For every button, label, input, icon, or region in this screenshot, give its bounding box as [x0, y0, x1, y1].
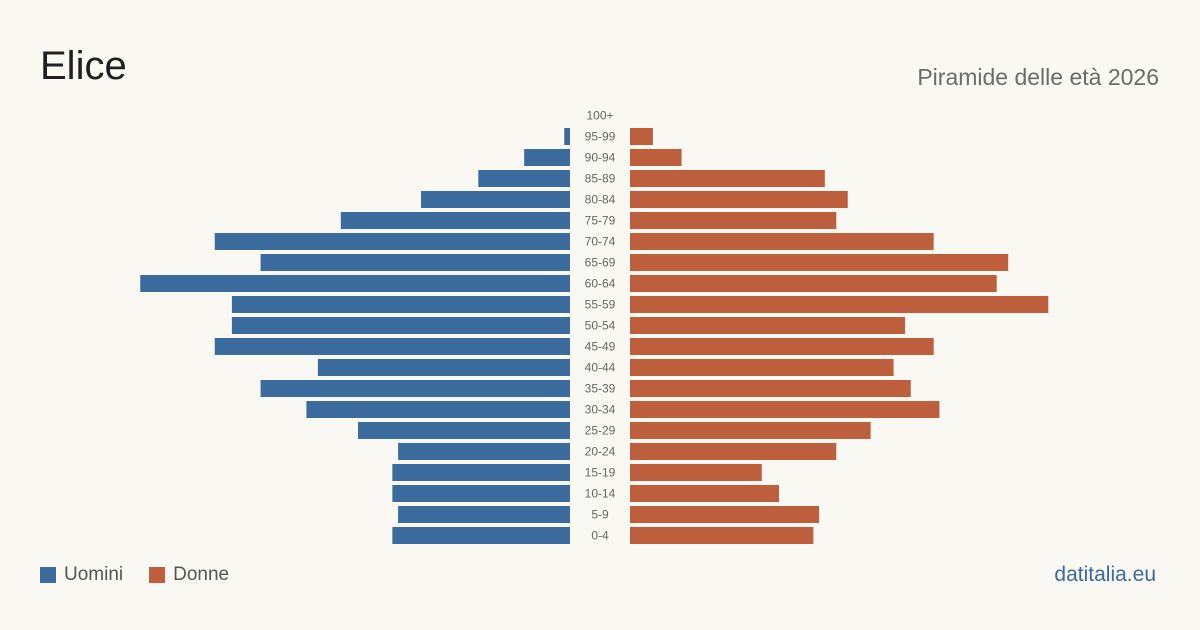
legend-item-women: Donne	[149, 564, 229, 586]
age-label: 20-24	[585, 445, 616, 459]
bar-women	[630, 338, 934, 355]
bar-men	[398, 443, 570, 460]
bar-women	[630, 254, 1009, 271]
bar-women	[630, 380, 911, 397]
bar-women	[630, 233, 934, 250]
age-label: 5-9	[591, 508, 609, 522]
bar-women	[630, 170, 825, 187]
bar-women	[630, 191, 848, 208]
age-label: 60-64	[585, 277, 616, 291]
age-label: 65-69	[585, 256, 616, 270]
legend-swatch-women	[149, 567, 166, 583]
age-label: 55-59	[585, 298, 616, 312]
legend-swatch-men	[40, 567, 56, 583]
bar-men	[214, 233, 571, 250]
bar-men	[357, 422, 570, 439]
bar-men	[140, 275, 570, 292]
bar-men	[231, 296, 570, 313]
age-label: 40-44	[585, 361, 616, 375]
age-label: 80-84	[585, 193, 616, 207]
age-label: 30-34	[585, 403, 616, 417]
bar-women	[630, 359, 894, 376]
bar-men	[260, 254, 570, 271]
bar-men	[398, 506, 570, 523]
brand-link[interactable]: datitalia.eu	[1054, 563, 1156, 586]
bar-men	[231, 317, 570, 334]
bar-women	[630, 506, 820, 523]
bar-men	[564, 128, 570, 145]
bar-women	[630, 443, 837, 460]
legend: Uomini Donne	[40, 564, 255, 586]
bar-men	[392, 485, 570, 502]
bar-men	[317, 359, 570, 376]
bar-women	[630, 149, 682, 166]
age-label: 10-14	[585, 487, 616, 501]
bar-women	[630, 212, 837, 229]
bar-women	[630, 275, 997, 292]
bar-women	[630, 527, 814, 544]
bar-women	[630, 401, 940, 418]
bar-men	[524, 149, 570, 166]
age-label: 35-39	[585, 382, 616, 396]
age-label: 70-74	[585, 235, 616, 249]
chart-subtitle: Piramide delle età 2026	[917, 64, 1159, 90]
bar-women	[630, 485, 779, 502]
bar-men	[214, 338, 571, 355]
age-label: 50-54	[585, 319, 616, 333]
bar-men	[260, 380, 570, 397]
bar-men	[340, 212, 570, 229]
age-label: 95-99	[585, 130, 616, 144]
age-label: 15-19	[585, 466, 616, 480]
legend-item-men: Uomini	[40, 564, 123, 586]
bar-men	[478, 170, 570, 187]
age-label: 25-29	[585, 424, 616, 438]
age-label: 75-79	[585, 214, 616, 228]
bar-women	[630, 317, 906, 334]
age-label: 85-89	[585, 172, 616, 186]
legend-label-women: Donne	[173, 564, 230, 585]
age-label: 45-49	[585, 340, 616, 354]
bar-men	[392, 527, 570, 544]
bar-women	[630, 128, 653, 145]
bar-men	[421, 191, 570, 208]
age-label: 0-4	[591, 529, 609, 543]
bar-women	[630, 296, 1049, 313]
chart-title: Elice	[40, 44, 127, 88]
age-label: 90-94	[585, 151, 616, 165]
bar-women	[630, 422, 871, 439]
bar-women	[630, 464, 762, 481]
age-label: 100+	[586, 109, 613, 123]
bar-men	[306, 401, 570, 418]
bar-men	[392, 464, 570, 481]
legend-label-men: Uomini	[64, 564, 124, 585]
population-pyramid-chart: 100+ 95-99 90-94 85-89 80-84 75-79 70-74 65-69 6…	[140, 109, 1049, 544]
